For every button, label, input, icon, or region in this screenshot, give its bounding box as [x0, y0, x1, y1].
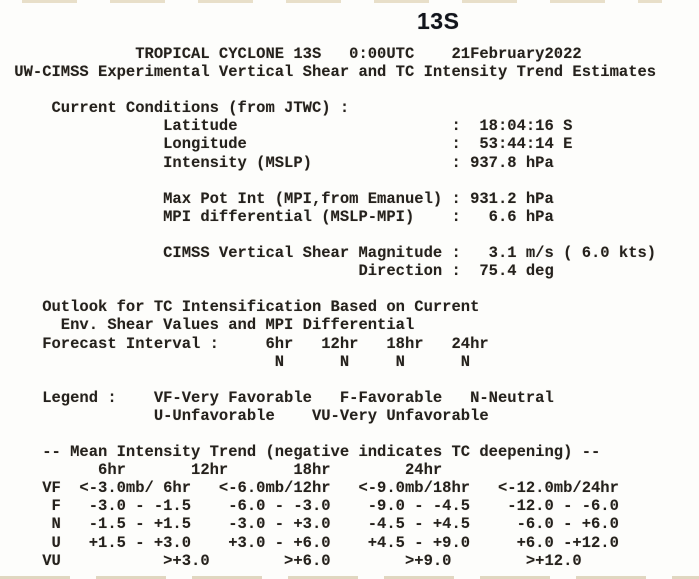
max-pot-int-row: Max Pot Int (MPI,from Emanuel) : 931.2 h… [5, 189, 554, 208]
blank-line [5, 280, 656, 298]
legend-line-1: Legend : VF-Very Favorable F-Favorable N… [5, 388, 554, 407]
trend-row-vu: VU >+3.0 >+6.0 >+9.0 >+12.0 [5, 551, 582, 570]
trend-row-u: U +1.5 - +3.0 +3.0 - +6.0 +4.5 - +9.0 +6… [5, 533, 619, 552]
blank-line [5, 371, 656, 389]
legend-line-2: U-Unfavorable VU-Very Unfavorable [5, 406, 489, 425]
blank-line [5, 425, 656, 443]
outlook-heading-1: Outlook for TC Intensification Based on … [5, 298, 480, 317]
header-storm-line: TROPICAL CYCLONE 13S 0:00UTC 21February2… [5, 45, 582, 63]
trend-row-f: F -3.0 - -1.5 -6.0 - -3.0 -9.0 - -4.5 -1… [5, 497, 619, 516]
forecast-interval-row: Forecast Interval : 6hr 12hr 18hr 24hr [5, 334, 489, 353]
current-conditions-heading: Current Conditions (from JTWC) : [5, 99, 350, 118]
latitude-row: Latitude : 18:04:16 S [5, 117, 573, 136]
shear-magnitude-row: CIMSS Vertical Shear Magnitude : 3.1 m/s… [5, 244, 657, 263]
intensity-row: Intensity (MSLP) : 937.8 hPa [5, 153, 554, 172]
trend-row-vf: VF <-3.0mb/ 6hr <-6.0mb/12hr <-9.0mb/18h… [5, 479, 619, 498]
shear-direction-row: Direction : 75.4 deg [5, 262, 554, 281]
header-product-line: UW-CIMSS Experimental Vertical Shear and… [5, 63, 657, 82]
storm-id-title: 13S [417, 8, 460, 34]
report-body: TROPICAL CYCLONE 13S 0:00UTC 21February2… [5, 45, 656, 570]
jpeg-artifact-top [22, 0, 662, 3]
longitude-row: Longitude : 53:44:14 E [5, 135, 573, 154]
trend-table-title: -- Mean Intensity Trend (negative indica… [5, 443, 601, 462]
trend-row-n: N -1.5 - +1.5 -3.0 - +3.0 -4.5 - +4.5 -6… [5, 515, 619, 534]
blank-line [5, 226, 656, 244]
trend-table-columns: 6hr 12hr 18hr 24hr [5, 461, 443, 480]
forecast-values-row: N N N N [5, 352, 471, 371]
mpi-differential-row: MPI differential (MSLP-MPI) : 6.6 hPa [5, 207, 554, 226]
blank-line [5, 81, 656, 99]
outlook-heading-2: Env. Shear Values and MPI Differential [5, 316, 415, 335]
blank-line [5, 172, 656, 190]
